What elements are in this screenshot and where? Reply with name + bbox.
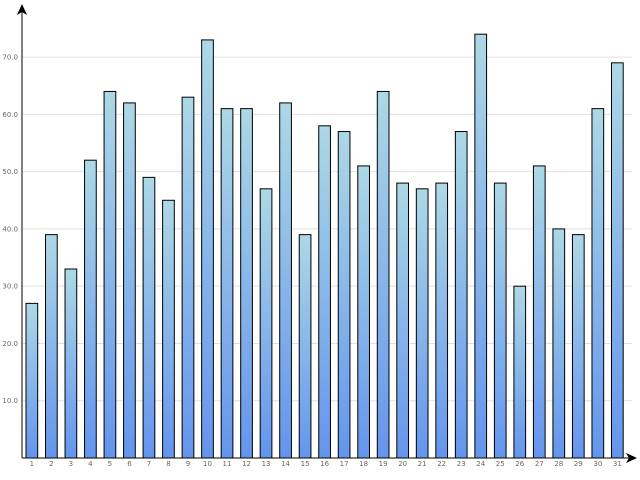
bar-16	[318, 125, 331, 459]
x-tick-label: 27	[535, 460, 544, 468]
bar-14	[279, 102, 292, 459]
x-tick-label: 9	[186, 460, 190, 468]
x-tick-label: 24	[476, 460, 485, 468]
x-tick-label: 31	[613, 460, 622, 468]
bar-12	[240, 108, 253, 459]
bar-4	[84, 159, 97, 459]
x-tick-label: 16	[320, 460, 329, 468]
bar-21	[415, 188, 429, 459]
bar-24	[474, 33, 488, 459]
x-tick-label: 6	[127, 460, 132, 468]
x-tick-label: 25	[496, 460, 505, 468]
y-tick-label: 60.0	[2, 111, 18, 119]
x-tick-label: 11	[223, 460, 232, 468]
x-tick-label: 21	[418, 460, 427, 468]
bar-6	[123, 102, 136, 459]
bar-25	[493, 182, 507, 459]
axes	[17, 4, 637, 463]
bar-28	[552, 228, 566, 459]
bar-17	[337, 131, 351, 459]
x-tick-labels: 1 2 3 4 5 6 7 8 9 10 11 12 13 14 15 16 17 18 19 20 21 22 23 24 2…	[30, 460, 622, 468]
x-tick-label: 18	[359, 460, 368, 468]
bar-7	[142, 176, 156, 459]
x-tick-label: 26	[515, 460, 524, 468]
x-tick-label: 4	[88, 460, 93, 468]
y-tick-label: 40.0	[2, 225, 18, 233]
bar-30	[591, 108, 605, 459]
x-tick-label: 29	[574, 460, 583, 468]
bar-8	[162, 199, 175, 459]
x-tick-label: 5	[108, 460, 112, 468]
x-tick-label: 8	[166, 460, 170, 468]
y-tick-labels: 10.0 20.0 30.0 40.0 50.0 60.0 70.0	[2, 54, 18, 406]
bar-3	[64, 268, 78, 459]
x-tick-label: 20	[398, 460, 407, 468]
bar-26	[513, 285, 527, 459]
bar-18	[357, 165, 370, 459]
x-tick-label: 10	[203, 460, 212, 468]
bar-19	[376, 90, 390, 459]
bar-15	[298, 234, 312, 459]
x-tick-label: 13	[262, 460, 271, 468]
x-tick-label: 12	[242, 460, 251, 468]
x-axis-arrow-icon	[626, 453, 637, 463]
bar-29	[571, 234, 585, 459]
y-tick-label: 10.0	[2, 397, 18, 405]
bar-11	[220, 108, 234, 459]
bar-5	[103, 90, 117, 459]
y-tick-label: 50.0	[2, 168, 18, 176]
bar-31	[610, 62, 624, 459]
x-tick-label: 19	[379, 460, 388, 468]
y-tick-label: 70.0	[2, 54, 18, 62]
bar-27	[532, 165, 546, 459]
bar-10	[201, 39, 214, 459]
x-tick-label: 15	[301, 460, 310, 468]
x-tick-label: 30	[593, 460, 602, 468]
x-tick-label: 23	[457, 460, 466, 468]
y-tick-label: 30.0	[2, 283, 18, 291]
x-tick-label: 22	[437, 460, 446, 468]
bar-22	[435, 182, 449, 459]
y-axis-arrow-icon	[17, 4, 27, 15]
x-tick-label: 28	[554, 460, 563, 468]
x-tick-label: 7	[147, 460, 151, 468]
bar-20	[396, 182, 410, 459]
bar-13	[259, 188, 273, 459]
x-tick-label: 1	[30, 460, 34, 468]
x-tick-label: 2	[49, 460, 53, 468]
x-tick-label: 14	[281, 460, 290, 468]
x-tick-label: 17	[340, 460, 349, 468]
bars	[25, 33, 624, 459]
bar-2	[45, 234, 58, 459]
bar-9	[181, 96, 195, 459]
bar-23	[454, 131, 468, 459]
y-tick-label: 20.0	[2, 340, 18, 348]
bar-1	[25, 302, 39, 459]
x-tick-label: 3	[69, 460, 73, 468]
